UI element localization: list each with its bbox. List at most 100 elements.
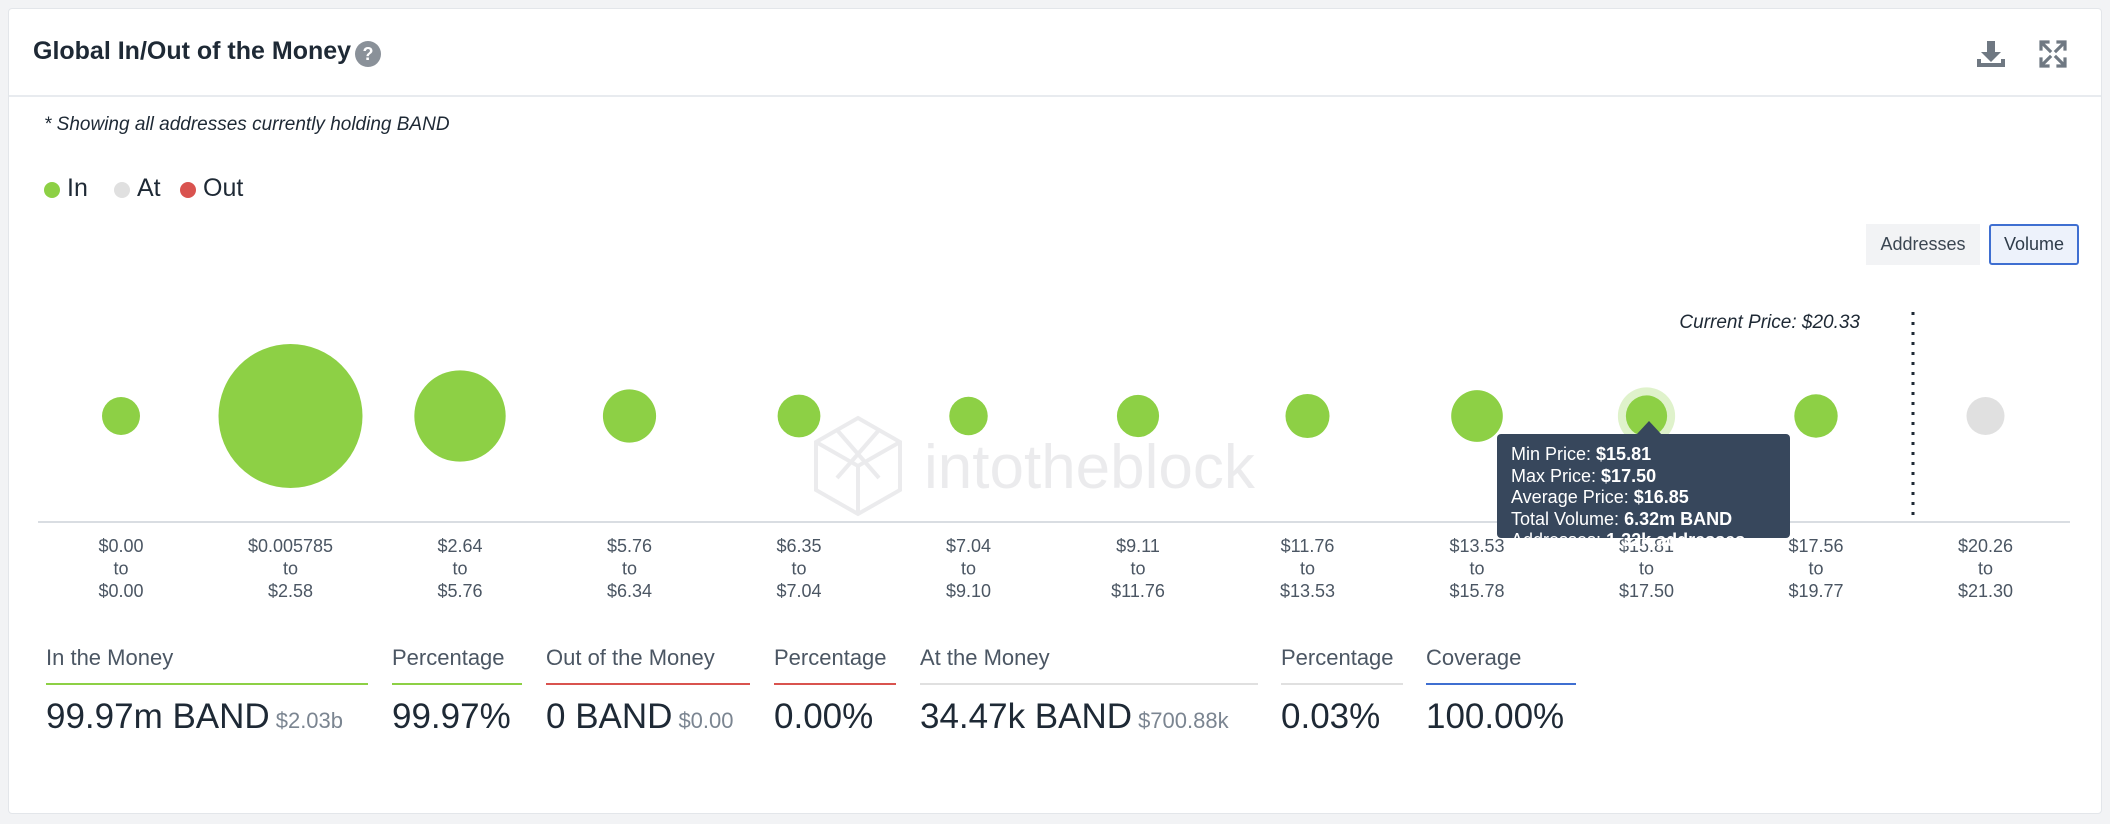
stat-rule-coverage — [1426, 683, 1576, 685]
stat-label: Coverage — [1426, 645, 1522, 670]
x-tick-label-0-from: $0.00 — [98, 536, 143, 556]
watermark: intotheblock — [814, 415, 1256, 517]
bubble-4[interactable] — [777, 394, 821, 438]
stat-rule-in — [46, 683, 368, 685]
bubble-tooltip: Min Price: $15.81 Max Price: $17.50 Aver… — [1497, 434, 1790, 550]
stat-label: Percentage — [774, 645, 887, 670]
stat-value: 100.00% — [1426, 697, 1565, 736]
x-tick-label-6-to-word: to — [1130, 559, 1145, 579]
x-tick-label-2-to-word: to — [452, 559, 467, 579]
bubble-1[interactable] — [218, 344, 363, 488]
legend-label-at: At — [137, 174, 161, 202]
x-tick-label-11-to: $21.30 — [1958, 581, 2013, 601]
stat-label: Percentage — [392, 645, 505, 670]
x-tick-label-9-to-word: to — [1639, 559, 1654, 579]
x-tick-label-6-from: $9.11 — [1116, 536, 1160, 556]
x-tick-label-11-to-word: to — [1978, 559, 1993, 579]
stat-rule-out — [546, 683, 750, 685]
x-tick-label-8-to: $15.78 — [1449, 581, 1504, 601]
x-tick-label-3-to-word: to — [622, 559, 637, 579]
card-header: Global In/Out of the Money ? — [9, 9, 2101, 97]
x-tick-label-5-from: $7.04 — [946, 536, 991, 556]
x-tick-label-7-to: $13.53 — [1280, 581, 1335, 601]
stat-out-of-the-money: Out of the Money 0 BAND $0.00 — [546, 645, 750, 737]
x-tick-label-9-to: $17.50 — [1619, 581, 1674, 601]
x-tick-label-9-from: $15.81 — [1619, 536, 1674, 556]
x-tick-label-4-to: $7.04 — [776, 581, 821, 601]
x-tick-label-2-to: $5.76 — [437, 581, 482, 601]
stat-value: 99.97m BAND $2.03b — [46, 697, 344, 736]
stat-at-percentage: Percentage 0.03% — [1281, 645, 1403, 737]
bubble-8[interactable] — [1451, 390, 1503, 442]
watermark-text: intotheblock — [924, 433, 1256, 502]
stat-out-percentage: Percentage 0.00% — [774, 645, 896, 737]
stat-rule-at — [920, 683, 1258, 685]
holding-note: * Showing all addresses currently holdin… — [44, 114, 450, 135]
expand-icon[interactable] — [2036, 37, 2070, 71]
stat-coverage: Coverage 100.00% — [1426, 645, 1576, 737]
help-icon[interactable]: ? — [355, 41, 381, 67]
stat-value: 0.03% — [1281, 697, 1381, 736]
x-tick-label-10-to-word: to — [1808, 559, 1823, 579]
x-tick-labels: $0.00to$0.00$0.005785to$2.58$2.64to$5.76… — [98, 536, 2013, 601]
x-tick-label-7-to-word: to — [1300, 559, 1315, 579]
x-tick-label-5-to-word: to — [961, 559, 976, 579]
x-tick-label-5-to: $9.10 — [946, 581, 991, 601]
bubble-0[interactable] — [102, 397, 140, 435]
bubble-6[interactable] — [1116, 394, 1160, 438]
x-tick-label-0-to-word: to — [113, 559, 128, 579]
stat-sub-value: $2.03b — [275, 708, 344, 733]
legend-dot-out — [180, 182, 196, 198]
stat-sub-value: $700.88k — [1138, 708, 1229, 733]
stat-value: 0.00% — [774, 697, 874, 736]
stat-label: At the Money — [920, 645, 1050, 670]
stat-value: 99.97% — [392, 697, 511, 736]
x-tick-label-6-to: $11.76 — [1111, 581, 1165, 601]
x-tick-label-0-to: $0.00 — [98, 581, 143, 601]
stat-rule-at-pct — [1281, 683, 1403, 685]
x-tick-label-1-to: $2.58 — [268, 581, 313, 601]
x-tick-label-8-from: $13.53 — [1449, 536, 1504, 556]
tooltip-arrow — [1636, 421, 1662, 435]
addresses-toggle[interactable]: Addresses — [1866, 224, 1980, 265]
stat-value: 34.47k BAND $700.88k — [920, 697, 1229, 736]
stat-label: Out of the Money — [546, 645, 715, 670]
tooltip-row-total-volume: Total Volume: 6.32m BAND — [1511, 508, 1733, 529]
stat-in-percentage: Percentage 99.97% — [392, 645, 522, 737]
x-tick-label-3-to: $6.34 — [607, 581, 652, 601]
x-tick-label-4-to-word: to — [791, 559, 806, 579]
stat-rule-in-pct — [392, 683, 522, 685]
volume-toggle[interactable]: Volume — [1989, 224, 2079, 265]
stat-label: Percentage — [1281, 645, 1394, 670]
stat-in-the-money: In the Money 99.97m BAND $2.03b — [46, 645, 368, 737]
bubble-7[interactable] — [1285, 393, 1330, 439]
bubble-10[interactable] — [1794, 394, 1838, 438]
legend-dot-in — [44, 182, 60, 198]
stat-sub-value: $0.00 — [678, 708, 734, 733]
x-tick-label-4-from: $6.35 — [776, 536, 821, 556]
x-tick-label-1-to-word: to — [283, 559, 298, 579]
watermark-logo-icon — [814, 415, 902, 517]
bubble-11[interactable] — [1966, 397, 2005, 435]
x-tick-label-2-from: $2.64 — [437, 536, 482, 556]
current-price-label: Current Price: $20.33 — [1679, 312, 1860, 333]
tooltip-row-min-price: Min Price: $15.81 — [1511, 444, 1652, 464]
legend-label-out: Out — [203, 174, 244, 202]
tooltip-row-max-price: Max Price: $17.50 — [1511, 465, 1657, 486]
stat-label: In the Money — [46, 645, 174, 670]
card-title: Global In/Out of the Money — [33, 37, 352, 65]
x-tick-label-7-from: $11.76 — [1281, 536, 1335, 556]
stat-rule-out-pct — [774, 683, 896, 685]
bubble-2[interactable] — [414, 370, 506, 462]
bubble-5[interactable] — [949, 396, 988, 436]
bubble-3[interactable] — [602, 389, 657, 443]
x-tick-label-8-to-word: to — [1469, 559, 1484, 579]
legend-dot-at — [114, 182, 130, 198]
tooltip-row-average-price: Average Price: $16.85 — [1511, 487, 1689, 507]
legend-label-in: In — [67, 174, 88, 202]
download-icon[interactable] — [1974, 37, 2008, 71]
x-tick-label-1-from: $0.005785 — [248, 536, 333, 556]
stat-value: 0 BAND $0.00 — [546, 697, 734, 736]
x-tick-label-10-to: $19.77 — [1788, 581, 1843, 601]
tooltip-row-addresses: Addresses: 1.32k addresses — [1511, 530, 1746, 550]
